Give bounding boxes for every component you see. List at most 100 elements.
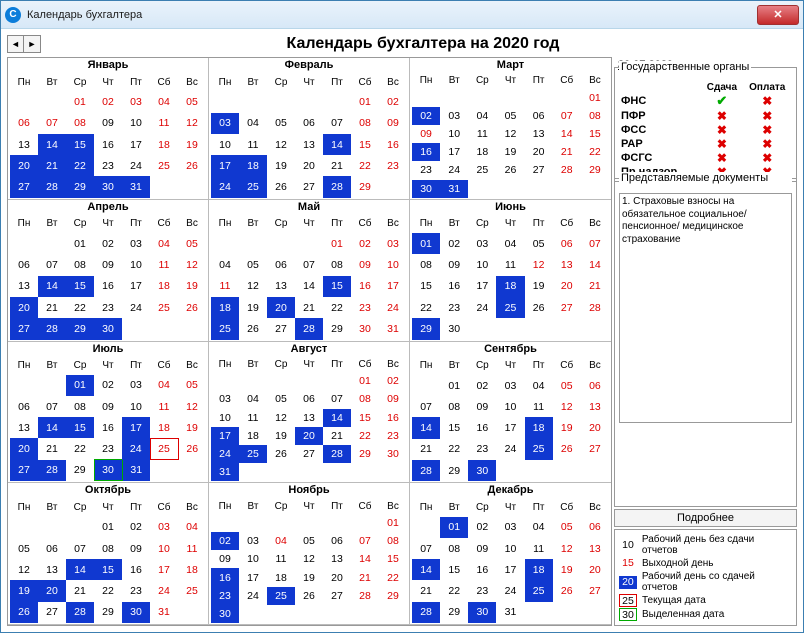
- day-cell[interactable]: 19: [178, 276, 206, 297]
- day-cell[interactable]: 30: [211, 605, 239, 623]
- day-cell[interactable]: 30: [412, 180, 440, 198]
- day-cell[interactable]: 05: [10, 538, 38, 559]
- day-cell[interactable]: 29: [94, 602, 122, 623]
- day-cell[interactable]: 21: [295, 297, 323, 318]
- day-cell[interactable]: [496, 460, 524, 481]
- day-cell[interactable]: 22: [351, 427, 379, 445]
- day-cell[interactable]: 07: [351, 532, 379, 550]
- day-cell[interactable]: [323, 372, 351, 390]
- day-cell[interactable]: 02: [94, 375, 122, 396]
- day-cell[interactable]: 24: [122, 297, 150, 318]
- day-cell[interactable]: 19: [553, 417, 581, 438]
- day-cell[interactable]: 08: [66, 113, 94, 134]
- day-cell[interactable]: 23: [94, 155, 122, 176]
- day-cell[interactable]: [178, 176, 206, 197]
- day-cell[interactable]: 11: [267, 550, 295, 568]
- day-cell[interactable]: 16: [351, 276, 379, 297]
- day-cell[interactable]: 21: [351, 568, 379, 586]
- day-cell[interactable]: 17: [211, 155, 239, 176]
- day-cell[interactable]: 24: [239, 587, 267, 605]
- day-cell[interactable]: [239, 463, 267, 481]
- day-cell[interactable]: 04: [211, 254, 239, 275]
- day-cell[interactable]: 02: [379, 91, 407, 112]
- day-cell[interactable]: [239, 372, 267, 390]
- day-cell[interactable]: [496, 318, 524, 339]
- day-cell[interactable]: 30: [94, 318, 122, 339]
- day-cell[interactable]: 05: [553, 517, 581, 538]
- day-cell[interactable]: 31: [150, 602, 178, 623]
- day-cell[interactable]: 04: [150, 233, 178, 254]
- day-cell[interactable]: 25: [239, 176, 267, 197]
- day-cell[interactable]: 16: [379, 409, 407, 427]
- day-cell[interactable]: 15: [412, 276, 440, 297]
- day-cell[interactable]: 27: [267, 318, 295, 339]
- day-cell[interactable]: 27: [525, 161, 553, 179]
- day-cell[interactable]: [267, 91, 295, 112]
- day-cell[interactable]: [150, 460, 178, 481]
- day-cell[interactable]: 17: [122, 417, 150, 438]
- day-cell[interactable]: [211, 233, 239, 254]
- day-cell[interactable]: 10: [211, 134, 239, 155]
- day-cell[interactable]: 02: [94, 91, 122, 112]
- day-cell[interactable]: [295, 463, 323, 481]
- day-cell[interactable]: 23: [412, 161, 440, 179]
- day-cell[interactable]: 18: [525, 559, 553, 580]
- day-cell[interactable]: 27: [581, 580, 609, 601]
- day-cell[interactable]: 30: [122, 602, 150, 623]
- day-cell[interactable]: 04: [468, 107, 496, 125]
- day-cell[interactable]: 13: [295, 409, 323, 427]
- day-cell[interactable]: [10, 91, 38, 112]
- day-cell[interactable]: 17: [122, 276, 150, 297]
- day-cell[interactable]: 28: [66, 602, 94, 623]
- day-cell[interactable]: 20: [267, 297, 295, 318]
- day-cell[interactable]: 11: [525, 396, 553, 417]
- day-cell[interactable]: 04: [239, 390, 267, 408]
- day-cell[interactable]: [38, 233, 66, 254]
- day-cell[interactable]: 08: [440, 396, 468, 417]
- day-cell[interactable]: 03: [122, 91, 150, 112]
- day-cell[interactable]: 29: [351, 176, 379, 197]
- next-year-button[interactable]: ►: [24, 36, 40, 52]
- day-cell[interactable]: 18: [468, 143, 496, 161]
- day-cell[interactable]: 11: [525, 538, 553, 559]
- day-cell[interactable]: 17: [379, 276, 407, 297]
- day-cell[interactable]: 05: [267, 113, 295, 134]
- day-cell[interactable]: 21: [553, 143, 581, 161]
- day-cell[interactable]: 25: [239, 445, 267, 463]
- day-cell[interactable]: 22: [412, 297, 440, 318]
- day-cell[interactable]: 31: [122, 460, 150, 481]
- day-cell[interactable]: 20: [553, 276, 581, 297]
- day-cell[interactable]: [323, 514, 351, 532]
- day-cell[interactable]: 11: [468, 125, 496, 143]
- day-cell[interactable]: 22: [440, 580, 468, 601]
- day-cell[interactable]: 29: [412, 318, 440, 339]
- day-cell[interactable]: 18: [150, 134, 178, 155]
- day-cell[interactable]: 19: [553, 559, 581, 580]
- day-cell[interactable]: 17: [496, 417, 524, 438]
- day-cell[interactable]: [178, 318, 206, 339]
- day-cell[interactable]: 19: [267, 155, 295, 176]
- day-cell[interactable]: 25: [496, 297, 524, 318]
- day-cell[interactable]: 09: [351, 254, 379, 275]
- day-cell[interactable]: [525, 180, 553, 198]
- day-cell[interactable]: 19: [178, 417, 206, 438]
- day-cell[interactable]: 25: [468, 161, 496, 179]
- day-cell[interactable]: 16: [468, 559, 496, 580]
- day-cell[interactable]: [525, 460, 553, 481]
- more-button[interactable]: Подробнее: [614, 509, 797, 527]
- day-cell[interactable]: 20: [295, 155, 323, 176]
- day-cell[interactable]: 13: [10, 276, 38, 297]
- day-cell[interactable]: 25: [150, 438, 178, 459]
- day-cell[interactable]: 08: [94, 538, 122, 559]
- day-cell[interactable]: [10, 233, 38, 254]
- day-cell[interactable]: 09: [440, 254, 468, 275]
- day-cell[interactable]: 28: [38, 460, 66, 481]
- day-cell[interactable]: 02: [379, 372, 407, 390]
- day-cell[interactable]: 24: [150, 580, 178, 601]
- day-cell[interactable]: 06: [553, 233, 581, 254]
- day-cell[interactable]: [150, 176, 178, 197]
- day-cell[interactable]: 20: [581, 559, 609, 580]
- day-cell[interactable]: [525, 602, 553, 623]
- day-cell[interactable]: 18: [178, 559, 206, 580]
- day-cell[interactable]: 26: [553, 439, 581, 460]
